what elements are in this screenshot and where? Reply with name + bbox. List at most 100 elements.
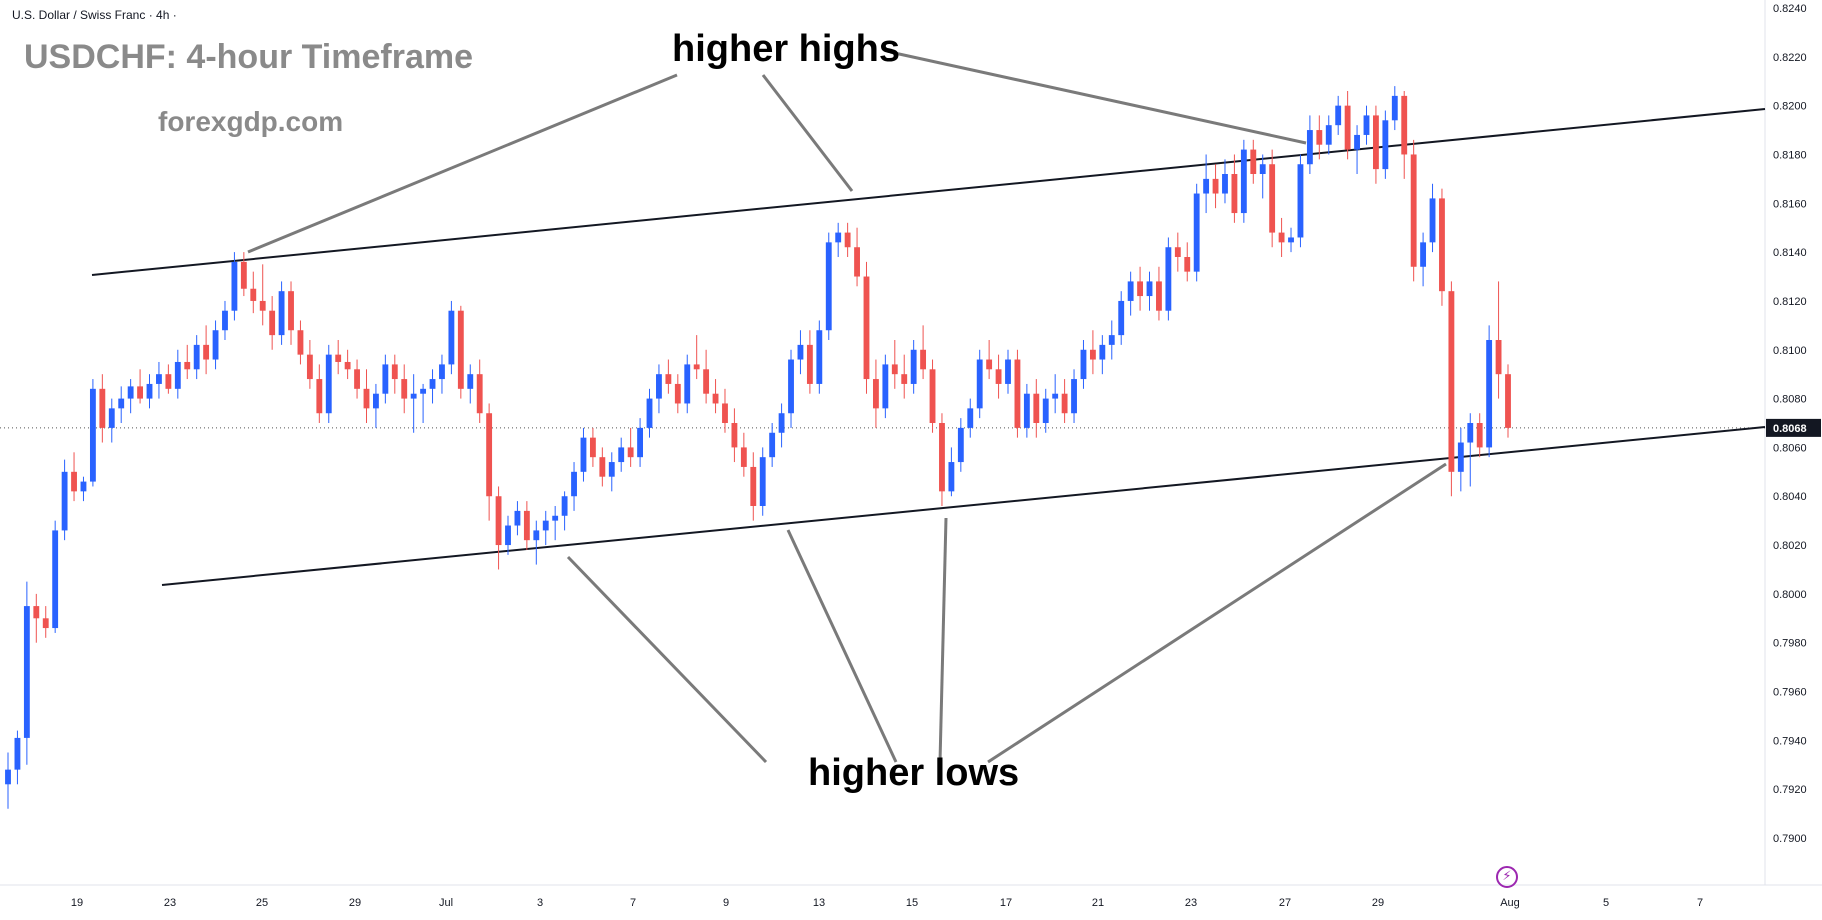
candle-body — [533, 530, 540, 541]
candle-body — [344, 361, 351, 370]
time-tick-label: Aug — [1500, 897, 1520, 909]
candle-body — [165, 374, 172, 389]
candle-body — [637, 427, 643, 458]
candle-body — [382, 364, 389, 394]
candle-body — [1212, 178, 1219, 194]
candle-body — [127, 386, 134, 399]
time-tick-label: 13 — [813, 897, 825, 909]
candle-body — [646, 398, 653, 428]
higher-highs-label: higher highs — [672, 28, 900, 70]
price-tick-label: 0.8140 — [1773, 247, 1807, 259]
candle-body — [854, 247, 860, 277]
candle-body — [910, 349, 917, 384]
candle-body — [929, 369, 936, 423]
candle-body — [986, 359, 993, 370]
candle-body — [1325, 125, 1332, 145]
hh-arrow-1 — [247, 73, 678, 254]
candle-body — [1014, 359, 1021, 428]
candle-body — [5, 769, 11, 785]
hl-arrow-3 — [938, 517, 948, 763]
time-tick-label: 23 — [164, 897, 176, 909]
candle-body — [23, 606, 30, 738]
price-tick-label: 0.8000 — [1773, 589, 1807, 601]
candle-body — [674, 383, 681, 404]
candle-body — [769, 432, 776, 458]
hh-arrow-3 — [889, 50, 1307, 145]
candle-body — [184, 361, 191, 370]
upper-trendline — [91, 108, 1766, 276]
candle-body — [193, 344, 200, 370]
time-tick-label: Jul — [439, 897, 453, 909]
candle-body — [523, 510, 530, 541]
candle-body — [278, 291, 285, 336]
candle-body — [1429, 198, 1436, 243]
hl-arrow-4 — [987, 462, 1447, 764]
candle-body — [1127, 281, 1134, 301]
candle-body — [1240, 149, 1247, 214]
candle-body — [939, 423, 945, 492]
candle-body — [891, 364, 898, 375]
candle-body — [1080, 349, 1087, 380]
price-axis[interactable]: 0.8240 0.8220 0.8200 0.8180 0.8160 0.8140 0.81… — [1766, 3, 1821, 845]
candle-body — [1052, 393, 1059, 399]
candle-body — [52, 530, 59, 629]
candle-body — [1174, 247, 1181, 257]
candle-body — [995, 369, 1002, 384]
lightning-icon[interactable]: ⚡ — [1496, 866, 1518, 888]
time-tick-label: 29 — [349, 897, 361, 909]
price-tick-label: 0.7920 — [1773, 784, 1807, 796]
time-tick-label: 19 — [71, 897, 83, 909]
candle-body — [1363, 115, 1370, 135]
candle-body — [882, 364, 889, 409]
candle-body — [42, 618, 49, 629]
candle-body — [901, 374, 908, 384]
candle-body — [259, 300, 266, 311]
candle-body — [1089, 349, 1096, 360]
time-tick-label: 15 — [906, 897, 918, 909]
candle-body — [1156, 281, 1162, 311]
candle-body — [589, 437, 596, 458]
lower-trendline — [161, 426, 1766, 586]
price-tick-label: 0.8020 — [1773, 540, 1807, 552]
candle-body — [1505, 374, 1511, 428]
candle-body — [788, 359, 794, 414]
candle-body — [222, 310, 228, 331]
candle-body — [297, 330, 304, 355]
candle-body — [1023, 393, 1030, 428]
time-axis[interactable]: 19 23 25 29 Jul 3 7 9 13 15 17 21 23 27 29 Aug 5 7 — [71, 897, 1703, 909]
candle-body — [740, 447, 747, 467]
candle-body — [608, 462, 615, 477]
price-tick-label: 0.8100 — [1773, 345, 1807, 357]
price-tick-label: 0.7980 — [1773, 638, 1807, 650]
candle-body — [542, 520, 549, 531]
candle-body — [316, 379, 323, 414]
candle-body — [1467, 423, 1474, 443]
candle-body — [146, 383, 153, 399]
candle-body — [118, 398, 125, 409]
candle-body — [1391, 95, 1398, 121]
candle-body — [439, 364, 445, 380]
candle-body — [797, 344, 804, 360]
time-tick-label: 29 — [1372, 897, 1384, 909]
candle-body — [335, 354, 342, 362]
candle-body — [306, 354, 313, 380]
time-tick-label: 17 — [1000, 897, 1012, 909]
higher-lows-label: higher lows — [808, 752, 1020, 794]
time-tick-label: 25 — [256, 897, 268, 909]
candle-body — [1401, 95, 1408, 155]
candle-body — [1354, 134, 1360, 150]
candle-body — [240, 261, 247, 289]
candle-body — [1457, 442, 1464, 472]
candle-body — [448, 310, 455, 365]
time-tick-label: 3 — [537, 897, 543, 909]
price-tick-label: 0.7900 — [1773, 833, 1807, 845]
candle-body — [373, 393, 379, 409]
trendlines — [91, 108, 1766, 586]
candle-body — [684, 364, 691, 404]
candle-body — [1278, 232, 1285, 243]
time-tick-label: 7 — [630, 897, 636, 909]
candle-body — [1061, 393, 1068, 414]
candle-body — [816, 330, 823, 384]
